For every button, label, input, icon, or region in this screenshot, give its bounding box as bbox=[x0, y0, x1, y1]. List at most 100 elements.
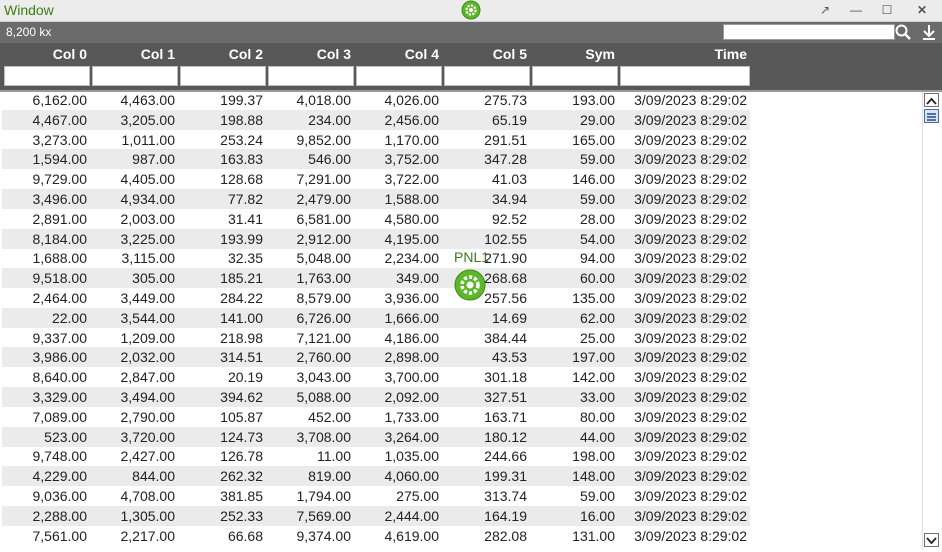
floating-panel[interactable]: PNL1 bbox=[452, 249, 492, 301]
table-cell: 4,708.00 bbox=[120, 488, 176, 504]
scroll-up-button[interactable] bbox=[924, 93, 939, 107]
column-filter-input[interactable] bbox=[444, 66, 530, 86]
search-icon[interactable] bbox=[894, 23, 912, 41]
column-header[interactable]: Time bbox=[714, 46, 747, 62]
grid-header: Col 0 Col 1 Col 2 Col 3 Col 4 Col 5 Sym Time bbox=[0, 43, 942, 92]
scroll-down-button[interactable] bbox=[924, 533, 939, 547]
table-cell: 131.00 bbox=[572, 527, 615, 544]
column-header[interactable]: Col 0 bbox=[52, 46, 87, 62]
table-row[interactable]: 3,986.00 2,032.00 314.51 2,760.00 2,898.00 43… bbox=[2, 347, 750, 368]
search-input[interactable] bbox=[723, 24, 895, 40]
column-filter-input[interactable] bbox=[532, 66, 618, 86]
grip-icon bbox=[927, 113, 936, 121]
table-cell: 282.08 bbox=[484, 527, 527, 544]
table-row[interactable]: 1,688.00 3,115.00 32.35 5,048.00 2,234.00 271… bbox=[2, 248, 750, 268]
table-cell: 452.00 bbox=[308, 408, 351, 425]
column-filter-input[interactable] bbox=[356, 66, 442, 86]
table-row[interactable]: 4,229.00 844.00 262.32 819.00 4,060.00 199.31… bbox=[2, 466, 750, 487]
table-row[interactable]: 6,162.00 4,463.00 199.37 4,018.00 4,026.00 27… bbox=[2, 90, 750, 110]
close-button[interactable]: ✕ bbox=[916, 3, 928, 17]
table-cell: 4,467.00 bbox=[32, 111, 88, 128]
table-cell: 3,544.00 bbox=[120, 309, 176, 326]
table-row[interactable]: 22.00 3,544.00 141.00 6,726.00 1,666.00 14.69… bbox=[2, 307, 750, 328]
table-cell: 66.68 bbox=[227, 527, 263, 544]
column-filter-input[interactable] bbox=[268, 66, 354, 86]
table-cell: 32.35 bbox=[227, 250, 263, 267]
table-cell: 844.00 bbox=[132, 468, 175, 485]
table-row[interactable]: 2,464.00 3,449.00 284.22 8,579.00 3,936.00 25… bbox=[2, 288, 750, 308]
gear-icon[interactable] bbox=[461, 0, 481, 20]
maximize-button[interactable]: ☐ bbox=[881, 3, 893, 17]
table-cell: 6,581.00 bbox=[296, 210, 352, 227]
table-cell: 3/09/2023 8:29:02 bbox=[634, 131, 747, 148]
table-cell: 3,264.00 bbox=[384, 428, 440, 445]
table-cell: 2,464.00 bbox=[32, 290, 88, 306]
table-cell: 59.00 bbox=[579, 191, 615, 207]
table-cell: 4,934.00 bbox=[120, 191, 176, 207]
table-cell: 3,720.00 bbox=[120, 428, 176, 445]
table-row[interactable]: 9,518.00 305.00 185.21 1,763.00 349.00 268.68… bbox=[2, 268, 750, 289]
column-header[interactable]: Sym bbox=[585, 46, 615, 62]
column-header[interactable]: Col 4 bbox=[404, 46, 439, 62]
table-cell: 8,640.00 bbox=[32, 369, 88, 386]
grid-body: 6,162.00 4,463.00 199.37 4,018.00 4,026.00 27… bbox=[2, 90, 922, 552]
vertical-scrollbar[interactable] bbox=[922, 92, 941, 550]
table-row[interactable]: 3,496.00 4,934.00 77.82 2,479.00 1,588.00 34.… bbox=[2, 189, 750, 209]
table-row[interactable]: 8,184.00 3,225.00 193.99 2,912.00 4,195.00 10… bbox=[2, 228, 750, 249]
table-cell: 11.00 bbox=[317, 448, 351, 465]
table-cell: 197.00 bbox=[572, 349, 615, 366]
table-cell: 59.00 bbox=[579, 488, 615, 504]
table-cell: 3,494.00 bbox=[120, 389, 176, 405]
table-cell: 198.00 bbox=[572, 448, 615, 465]
column-header[interactable]: Col 3 bbox=[316, 46, 351, 62]
table-cell: 3/09/2023 8:29:02 bbox=[634, 230, 747, 247]
table-cell: 3/09/2023 8:29:02 bbox=[634, 290, 747, 306]
table-cell: 4,186.00 bbox=[384, 329, 440, 346]
table-cell: 4,619.00 bbox=[384, 527, 440, 544]
table-row[interactable]: 1,594.00 987.00 163.83 546.00 3,752.00 347.28… bbox=[2, 149, 750, 170]
column-header[interactable]: Col 2 bbox=[228, 46, 263, 62]
table-row[interactable]: 3,273.00 1,011.00 253.24 9,852.00 1,170.00 29… bbox=[2, 130, 750, 150]
table-row[interactable]: 9,337.00 1,209.00 218.98 7,121.00 4,186.00 38… bbox=[2, 328, 750, 348]
table-row[interactable]: 9,036.00 4,708.00 381.85 1,794.00 275.00 313.… bbox=[2, 486, 750, 506]
table-cell: 6,726.00 bbox=[296, 309, 352, 326]
table-row[interactable]: 2,891.00 2,003.00 31.41 6,581.00 4,580.00 92.… bbox=[2, 209, 750, 229]
scroll-thumb[interactable] bbox=[924, 109, 939, 123]
table-row[interactable]: 9,729.00 4,405.00 128.68 7,291.00 3,722.00 41… bbox=[2, 169, 750, 189]
table-cell: 3/09/2023 8:29:02 bbox=[634, 329, 747, 346]
column-filter-input[interactable] bbox=[180, 66, 266, 86]
table-cell: 2,912.00 bbox=[296, 230, 352, 247]
popout-button[interactable]: ↗ bbox=[819, 3, 831, 17]
table-row[interactable]: 3,329.00 3,494.00 394.62 5,088.00 2,092.00 32… bbox=[2, 387, 750, 407]
table-cell: 4,018.00 bbox=[296, 92, 352, 108]
table-cell: 193.00 bbox=[572, 92, 615, 108]
column-header[interactable]: Col 5 bbox=[492, 46, 527, 62]
table-row[interactable]: 523.00 3,720.00 124.73 3,708.00 3,264.00 180.… bbox=[2, 426, 750, 447]
table-cell: 381.85 bbox=[220, 488, 263, 504]
table-cell: 3,496.00 bbox=[32, 191, 88, 207]
table-row[interactable]: 7,089.00 2,790.00 105.87 452.00 1,733.00 163.… bbox=[2, 407, 750, 427]
table-cell: 2,760.00 bbox=[296, 349, 352, 366]
table-cell: 3/09/2023 8:29:02 bbox=[634, 408, 747, 425]
column-filter-input[interactable] bbox=[620, 66, 750, 86]
table-row[interactable]: 7,561.00 2,217.00 66.68 9,374.00 4,619.00 282… bbox=[2, 526, 750, 546]
table-row[interactable]: 9,748.00 2,427.00 126.78 11.00 1,035.00 244.6… bbox=[2, 446, 750, 466]
column-filter-input[interactable] bbox=[92, 66, 178, 86]
gear-icon[interactable] bbox=[454, 269, 486, 301]
table-cell: 1,688.00 bbox=[32, 250, 88, 267]
download-icon[interactable] bbox=[920, 23, 938, 41]
table-row[interactable]: 4,467.00 3,205.00 198.88 234.00 2,456.00 65.1… bbox=[2, 109, 750, 130]
table-row[interactable]: 2,288.00 1,305.00 252.33 7,569.00 2,444.00 16… bbox=[2, 505, 750, 526]
table-cell: 8,184.00 bbox=[32, 230, 88, 247]
column-header[interactable]: Col 1 bbox=[140, 46, 175, 62]
table-row[interactable]: 8,640.00 2,847.00 20.19 3,043.00 3,700.00 301… bbox=[2, 367, 750, 387]
table-cell: 3,986.00 bbox=[32, 349, 88, 366]
table-cell: 29.00 bbox=[579, 111, 615, 128]
table-cell: 987.00 bbox=[132, 151, 175, 168]
table-cell: 2,847.00 bbox=[120, 369, 176, 386]
column-filter-input[interactable] bbox=[4, 66, 90, 86]
table-cell: 1,594.00 bbox=[32, 151, 88, 168]
table-cell: 3,752.00 bbox=[384, 151, 440, 168]
minimize-button[interactable]: — bbox=[850, 3, 862, 17]
table-cell: 16.00 bbox=[579, 507, 615, 524]
